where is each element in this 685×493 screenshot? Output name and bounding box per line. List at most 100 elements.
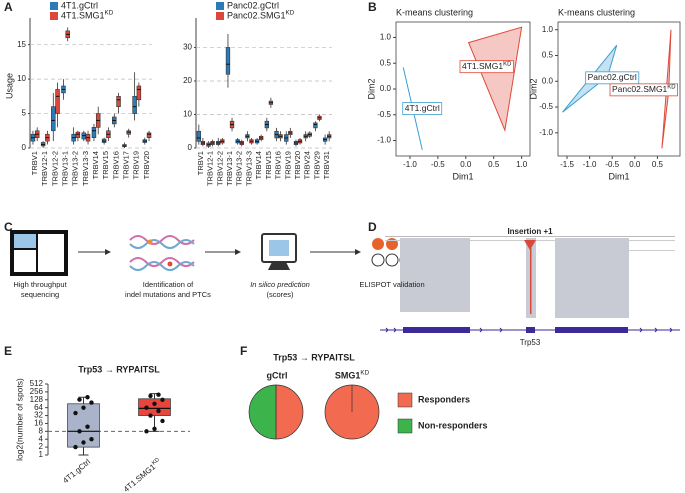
box bbox=[146, 132, 152, 138]
sequencer-screen bbox=[14, 234, 36, 248]
y-tick-label: 0 bbox=[22, 143, 27, 152]
x-tick-label-group: 4T1.gCtrl bbox=[61, 457, 92, 485]
monitor-screen bbox=[269, 240, 289, 256]
x-tick-label: TRBV15 bbox=[101, 151, 110, 179]
legend-label-superscript: KD bbox=[286, 10, 295, 17]
point bbox=[77, 397, 82, 402]
point bbox=[152, 426, 157, 431]
pie-slice bbox=[275, 384, 304, 440]
x-tick-label: TRBV13-2 bbox=[71, 151, 80, 186]
point bbox=[160, 397, 165, 402]
y-tick-label: 20 bbox=[183, 76, 192, 85]
workflow-step: High throughput bbox=[13, 280, 67, 289]
panel-label: F bbox=[240, 344, 247, 358]
point bbox=[144, 429, 149, 434]
panel-label: D bbox=[368, 220, 377, 234]
well bbox=[371, 253, 385, 267]
x-tick-label: TRBV12-2 bbox=[50, 151, 59, 186]
x-tick-label: TRBV13-3 bbox=[81, 151, 90, 186]
y-tick-label: 0.0 bbox=[542, 76, 554, 85]
workflow-step: (scores) bbox=[266, 290, 294, 299]
x-tick-label: TRBV24 bbox=[303, 151, 312, 179]
panel-label: C bbox=[4, 220, 13, 234]
dna-strand bbox=[129, 257, 195, 267]
panel-label: E bbox=[4, 344, 12, 358]
workflow-step: Identification of bbox=[143, 280, 194, 289]
chart-title: K-means clustering bbox=[396, 7, 473, 17]
y-tick-label: 2 bbox=[39, 442, 44, 451]
x-tick-label: TRBV14 bbox=[91, 151, 100, 179]
cluster-label-text: 4T1.gCtrl bbox=[405, 103, 440, 113]
cluster-label-box bbox=[402, 102, 443, 115]
well bbox=[372, 238, 384, 250]
x-tick-label: TRBV12-1 bbox=[206, 151, 215, 186]
legend-swatch bbox=[216, 2, 224, 10]
y-tick-label: 32 bbox=[34, 411, 43, 420]
x-tick-label: 1.0 bbox=[516, 160, 528, 169]
box bbox=[116, 96, 121, 107]
y-axis-label: log2(number of spots) bbox=[14, 378, 24, 461]
point bbox=[81, 440, 86, 445]
cluster-label: Panc02.gCtrl bbox=[585, 71, 640, 85]
point bbox=[144, 405, 149, 410]
coverage-track bbox=[380, 236, 680, 333]
pie-label-superscript: KD bbox=[360, 370, 369, 377]
insertion-line bbox=[530, 248, 532, 314]
legend-swatch bbox=[397, 392, 413, 408]
x-tick-label: TRBV13-3 bbox=[244, 151, 253, 186]
read-line bbox=[385, 236, 675, 237]
y-tick-label: 30 bbox=[183, 43, 192, 52]
legend-label-superscript: KD bbox=[105, 10, 114, 17]
y-tick-label: 5 bbox=[22, 109, 27, 118]
y-axis-label: Usage bbox=[4, 73, 14, 99]
y-axis-label: Dim2 bbox=[528, 78, 538, 99]
box bbox=[75, 131, 81, 138]
y-tick-label: 0.5 bbox=[380, 58, 392, 67]
y-tick-label: 4 bbox=[39, 434, 44, 443]
point bbox=[160, 418, 165, 424]
x-tick-label: TRBV20 bbox=[293, 151, 302, 179]
x-tick-label: TRBV16 bbox=[111, 151, 120, 179]
plot-frame bbox=[557, 21, 681, 157]
y-tick-label: 256 bbox=[30, 387, 44, 396]
x-tick-label: TRBV16 bbox=[274, 151, 283, 179]
y-tick-label: 0.5 bbox=[542, 51, 554, 60]
cluster-label: 4T1.SMG1 KD bbox=[459, 60, 514, 74]
exon bbox=[403, 327, 470, 333]
point bbox=[85, 424, 90, 429]
point bbox=[148, 393, 153, 399]
y-tick-label: 15 bbox=[17, 40, 26, 49]
y-axis-label: Dim2 bbox=[366, 78, 376, 99]
well bbox=[386, 238, 398, 250]
cluster-label-box bbox=[459, 60, 514, 74]
x-tick-label: TRBV31 bbox=[322, 151, 331, 179]
x-tick-label: TRBV12-2 bbox=[215, 151, 224, 186]
point bbox=[73, 444, 78, 450]
well bbox=[385, 253, 399, 267]
y-tick-label: 128 bbox=[30, 395, 44, 404]
dna-strand bbox=[129, 239, 195, 249]
legend-swatch bbox=[50, 2, 58, 10]
legend-swatch bbox=[216, 12, 224, 20]
y-tick-label: -1.0 bbox=[377, 136, 391, 145]
x-tick-label: TRBV1 bbox=[196, 151, 205, 175]
legend-swatch bbox=[397, 418, 413, 434]
cluster-label-box bbox=[609, 83, 678, 97]
point bbox=[73, 410, 78, 416]
workflow-step: In silico prediction bbox=[250, 280, 310, 289]
box bbox=[138, 398, 171, 416]
box bbox=[51, 106, 56, 132]
cluster-hull bbox=[402, 67, 423, 150]
y-tick-label: 0 bbox=[188, 143, 193, 152]
box bbox=[132, 96, 137, 114]
x-tick-label: TRBV13-1 bbox=[225, 151, 234, 186]
x-tick-label: 0.0 bbox=[460, 160, 472, 169]
monitor-stand bbox=[268, 262, 290, 270]
x-tick-label: TRBV29 bbox=[312, 151, 321, 179]
panel-label: A bbox=[4, 0, 13, 14]
point bbox=[89, 437, 94, 442]
point bbox=[156, 408, 161, 414]
insertion-label: Insertion +1 bbox=[507, 227, 553, 236]
point bbox=[148, 413, 153, 418]
y-tick-label: 10 bbox=[17, 74, 26, 83]
